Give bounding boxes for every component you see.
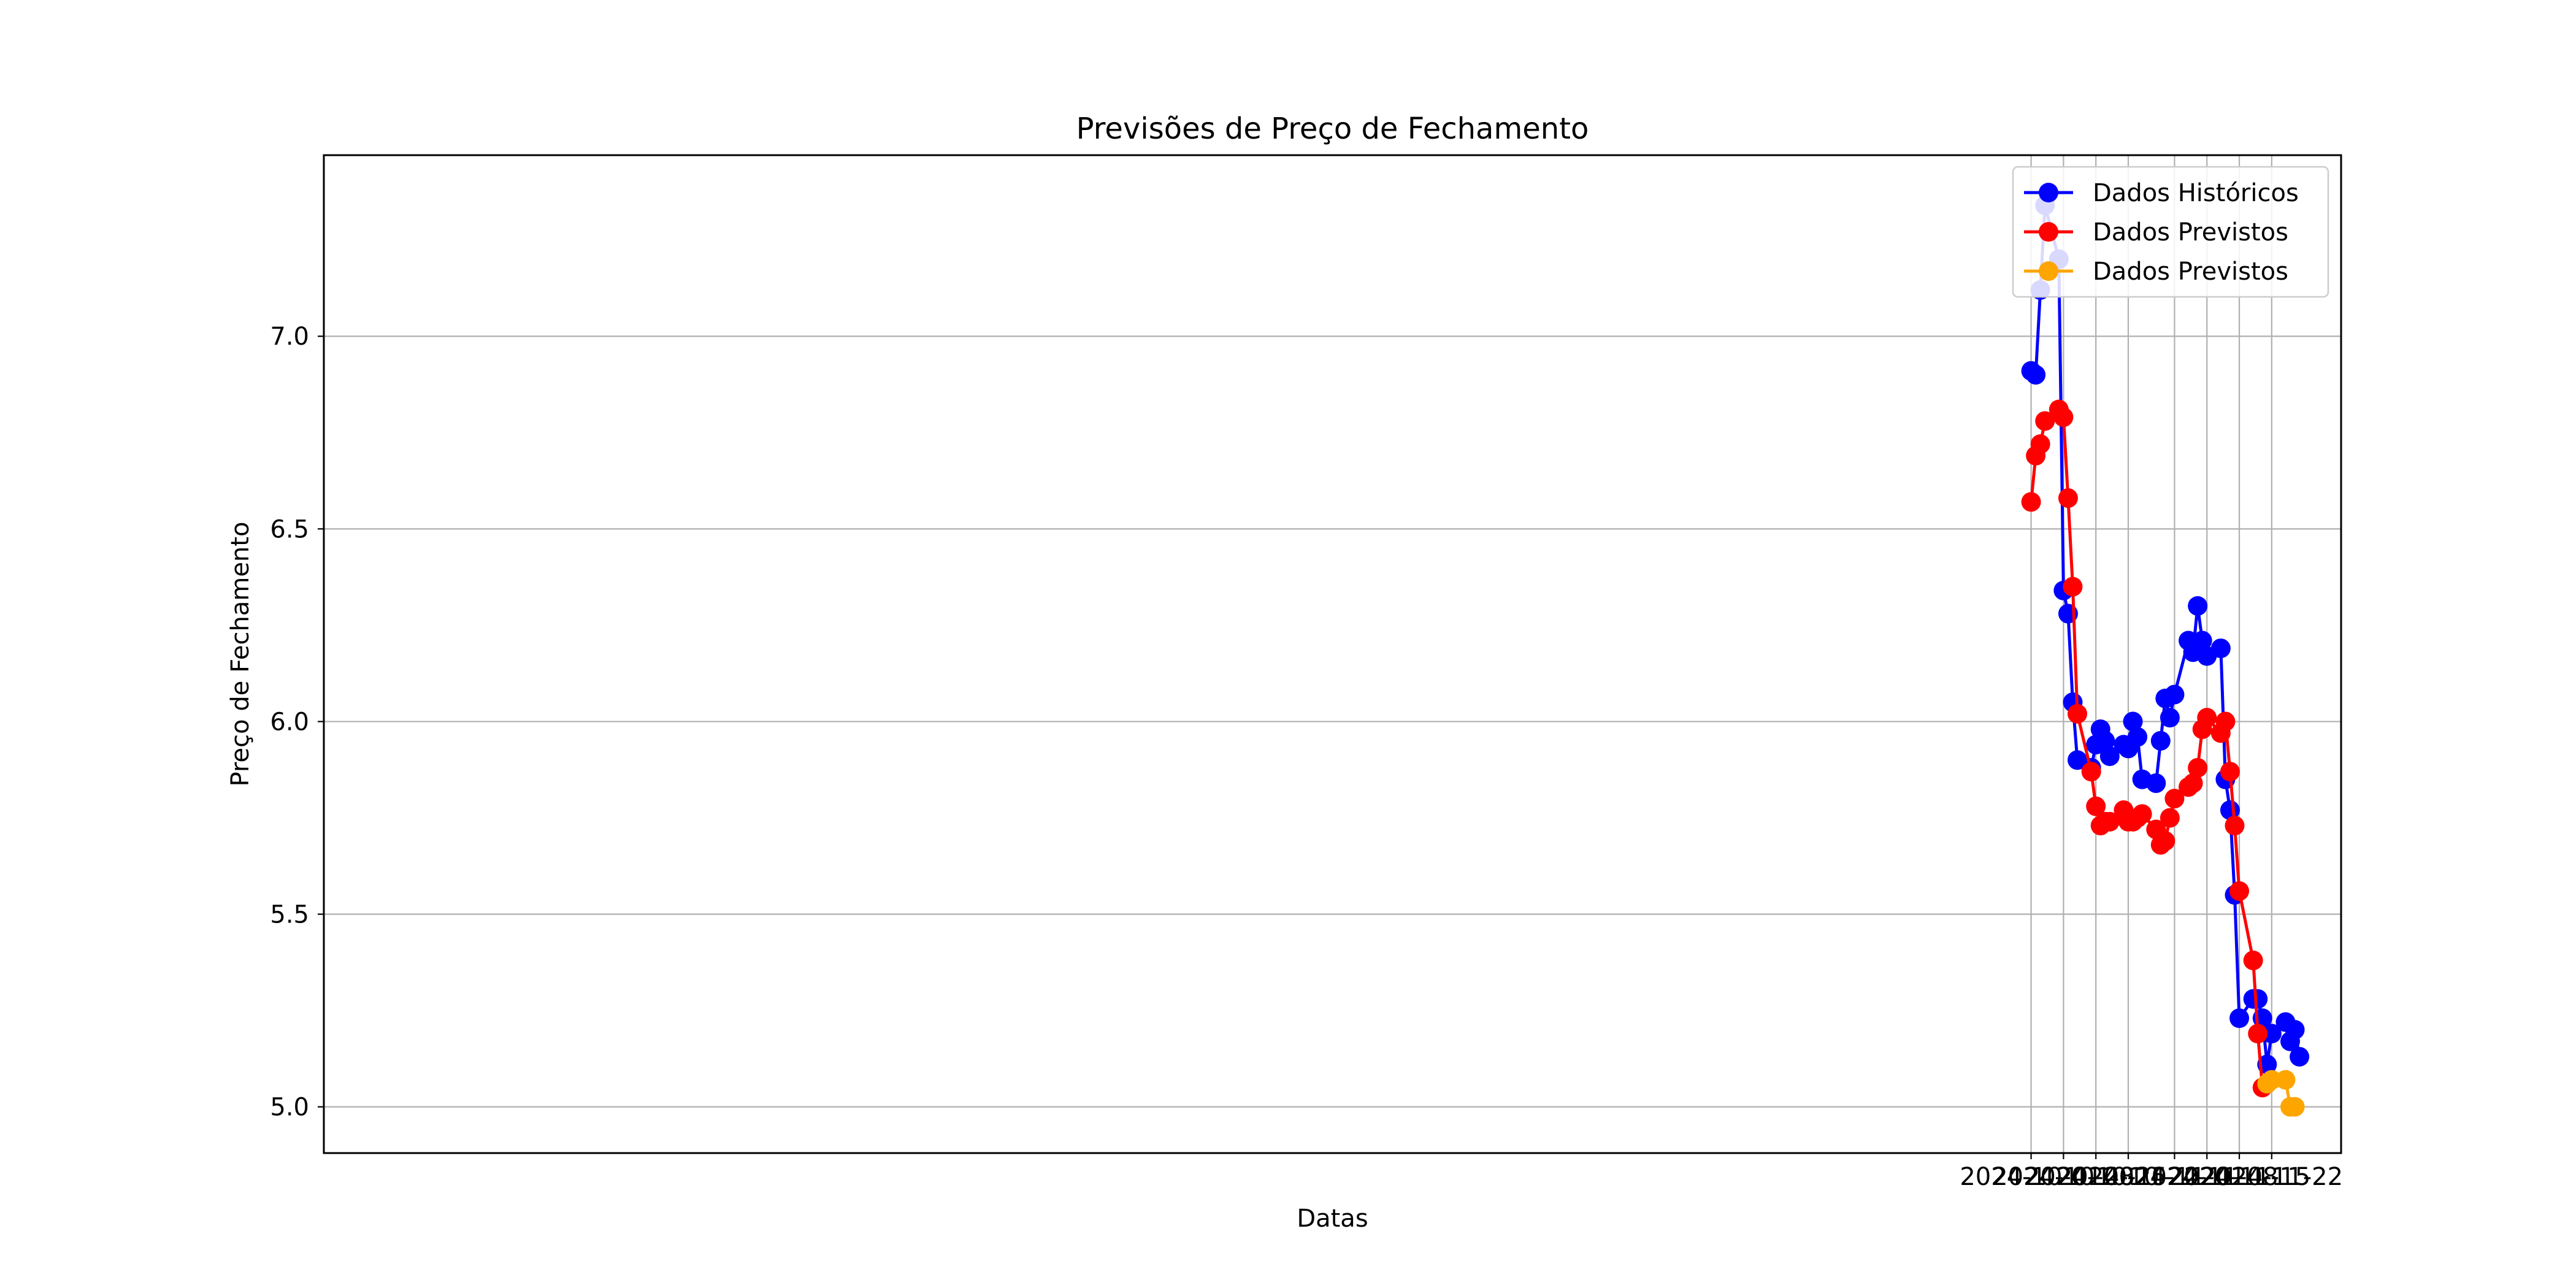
data-point bbox=[2248, 1024, 2268, 1044]
data-point bbox=[2128, 727, 2148, 747]
data-point bbox=[2188, 596, 2208, 616]
y-tick-label: 5.5 bbox=[270, 901, 309, 929]
data-point bbox=[2192, 631, 2212, 651]
data-point bbox=[2285, 1097, 2305, 1117]
chart-title: Previsões de Preço de Fechamento bbox=[1076, 112, 1589, 146]
x-tick-label: 2024-11-22 bbox=[2201, 1163, 2343, 1191]
data-point bbox=[2164, 684, 2185, 705]
data-point bbox=[2123, 711, 2143, 732]
data-point bbox=[2188, 757, 2208, 778]
data-point bbox=[2035, 411, 2055, 431]
series-3 bbox=[2257, 1070, 2305, 1117]
x-tick-label: 2024-11-08 bbox=[2136, 1163, 2278, 1191]
data-point bbox=[2220, 762, 2240, 782]
y-tick-label: 5.0 bbox=[270, 1094, 309, 1122]
legend-marker bbox=[2039, 222, 2058, 242]
data-point bbox=[2183, 773, 2203, 793]
series-2 bbox=[2021, 399, 2272, 1098]
legend-label: Dados Previstos bbox=[2093, 218, 2288, 247]
data-point bbox=[2229, 1008, 2250, 1029]
data-point bbox=[2164, 789, 2185, 809]
data-point bbox=[2215, 711, 2236, 732]
data-point bbox=[2086, 796, 2106, 816]
data-point bbox=[2275, 1070, 2296, 1090]
data-point bbox=[2285, 1019, 2305, 1040]
x-tick-label: 2024-10-22 bbox=[2057, 1163, 2199, 1191]
data-point bbox=[2160, 808, 2180, 828]
plot-frame bbox=[323, 154, 2342, 1154]
data-point bbox=[2243, 950, 2263, 970]
data-point bbox=[2026, 365, 2046, 385]
legend-item: Dados Previstos bbox=[2024, 218, 2288, 247]
data-point bbox=[2099, 811, 2120, 832]
x-tick-label: 2024-10-15 bbox=[2025, 1163, 2167, 1191]
data-point bbox=[2248, 989, 2268, 1009]
data-point bbox=[2261, 1070, 2282, 1090]
legend-item: Dados Históricos bbox=[2024, 179, 2299, 207]
data-point bbox=[2081, 762, 2101, 782]
data-point bbox=[2021, 492, 2041, 512]
legend-marker bbox=[2039, 261, 2058, 281]
y-axis-label: Preço de Fechamento bbox=[226, 522, 255, 787]
data-point bbox=[2261, 1024, 2282, 1044]
y-tick-label: 6.5 bbox=[270, 515, 309, 543]
x-axis-label: Datas bbox=[1297, 1205, 1368, 1233]
data-point bbox=[2095, 730, 2115, 751]
data-point bbox=[2290, 1046, 2310, 1067]
data-point bbox=[2160, 708, 2180, 728]
data-point bbox=[2146, 773, 2166, 793]
data-point bbox=[2132, 804, 2152, 824]
x-tick-label: 2024-10-08 bbox=[1992, 1163, 2134, 1191]
data-point bbox=[2099, 746, 2120, 766]
legend: Dados Históricos Dados Previstos Dados Pre… bbox=[2012, 166, 2329, 298]
x-tick-label: 2024-11-15 bbox=[2168, 1163, 2310, 1191]
y-tick-label: 6.0 bbox=[270, 708, 309, 736]
legend-marker bbox=[2039, 183, 2058, 202]
data-point bbox=[2063, 577, 2083, 597]
data-point bbox=[2155, 831, 2175, 851]
data-point bbox=[2197, 708, 2217, 728]
y-tick-label: 7.0 bbox=[270, 323, 309, 351]
x-tick-label: 2024-11-01 bbox=[2103, 1163, 2245, 1191]
data-point bbox=[2150, 730, 2171, 751]
data-point bbox=[2225, 816, 2245, 836]
data-point bbox=[2053, 407, 2074, 427]
data-point bbox=[2058, 488, 2078, 508]
data-point bbox=[2210, 638, 2231, 659]
grid bbox=[324, 155, 2341, 1153]
series-layer bbox=[2021, 195, 2310, 1117]
legend-box bbox=[2012, 166, 2329, 298]
legend-item: Dados Previstos bbox=[2024, 258, 2288, 286]
axis-ticks: 2024-10-012024-10-082024-10-152024-10-22… bbox=[270, 323, 2343, 1191]
legend-label: Dados Previstos bbox=[2093, 258, 2288, 286]
x-tick-label: 2024-10-01 bbox=[1960, 1163, 2102, 1191]
data-point bbox=[2068, 703, 2088, 724]
data-point bbox=[2229, 881, 2250, 901]
legend-label: Dados Históricos bbox=[2093, 179, 2299, 207]
data-point bbox=[2030, 434, 2050, 454]
